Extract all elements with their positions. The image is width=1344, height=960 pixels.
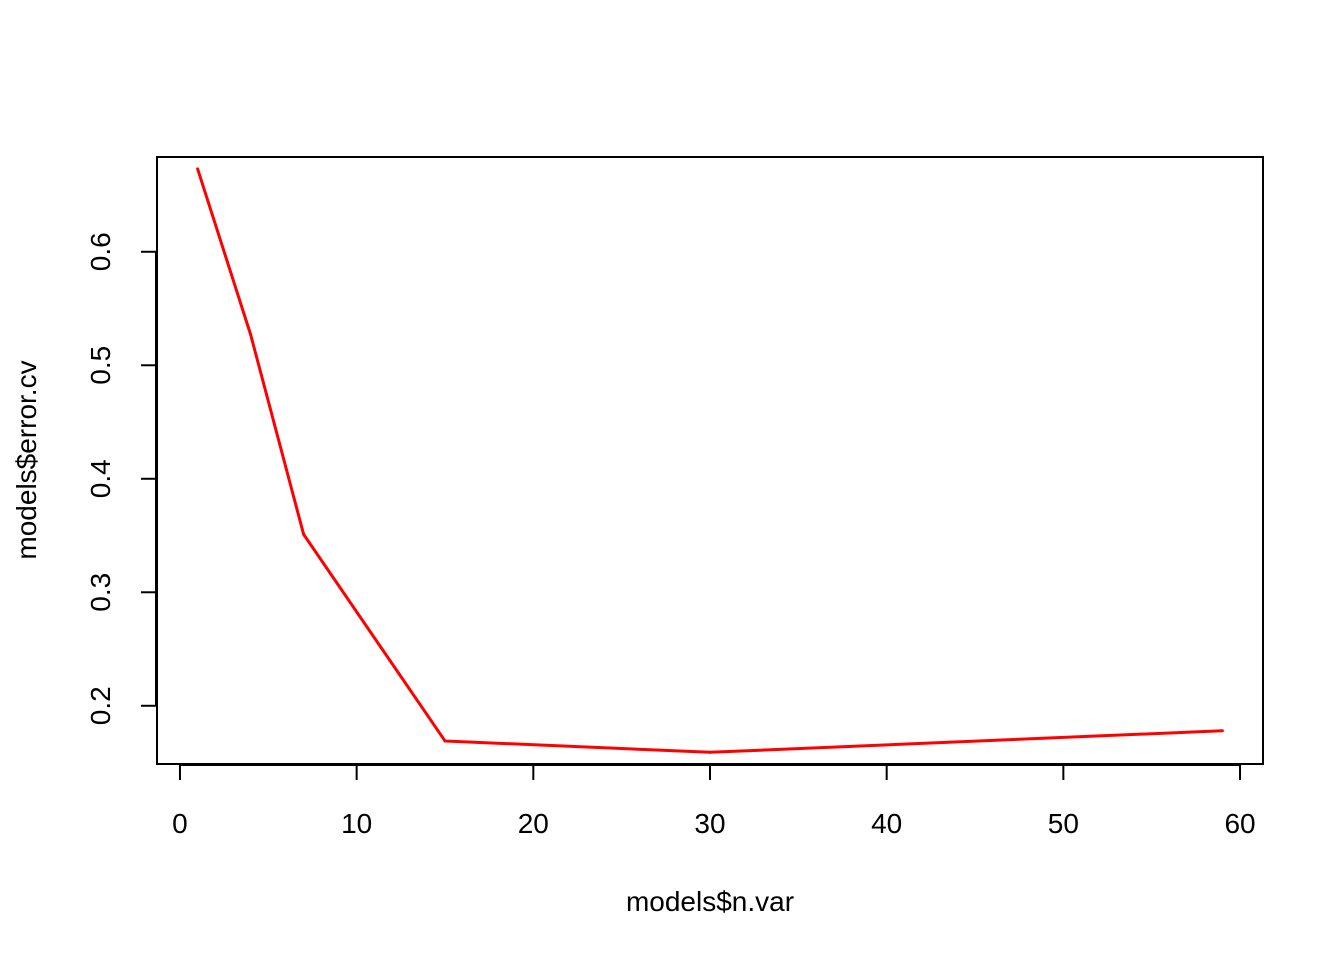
data-point bbox=[302, 532, 306, 536]
y-tick-label: 0.6 bbox=[85, 232, 116, 271]
data-point bbox=[1220, 729, 1224, 733]
x-axis: 0 10 20 30 40 50 60 bbox=[172, 764, 1256, 839]
y-tick-label: 0.3 bbox=[85, 573, 116, 612]
x-tick-label: 20 bbox=[518, 808, 549, 839]
x-tick-label: 50 bbox=[1048, 808, 1079, 839]
x-tick-label: 40 bbox=[871, 808, 902, 839]
data-point bbox=[443, 739, 447, 743]
data-point bbox=[708, 750, 712, 754]
x-tick-label: 0 bbox=[172, 808, 188, 839]
data-point bbox=[196, 167, 200, 171]
y-tick-label: 0.5 bbox=[85, 346, 116, 385]
y-axis-label: models$error.cv bbox=[11, 360, 42, 559]
data-point bbox=[249, 333, 253, 337]
series-layer bbox=[196, 167, 1224, 754]
y-tick-label: 0.4 bbox=[85, 459, 116, 498]
x-tick-label: 10 bbox=[341, 808, 372, 839]
x-axis-label: models$n.var bbox=[626, 886, 794, 917]
y-axis: 0.2 0.3 0.4 0.5 0.6 bbox=[85, 232, 157, 725]
x-tick-label: 60 bbox=[1224, 808, 1255, 839]
series-line bbox=[196, 168, 1223, 754]
plot-frame bbox=[156, 156, 1264, 765]
x-tick-label: 30 bbox=[694, 808, 725, 839]
y-tick-label: 0.2 bbox=[85, 686, 116, 725]
